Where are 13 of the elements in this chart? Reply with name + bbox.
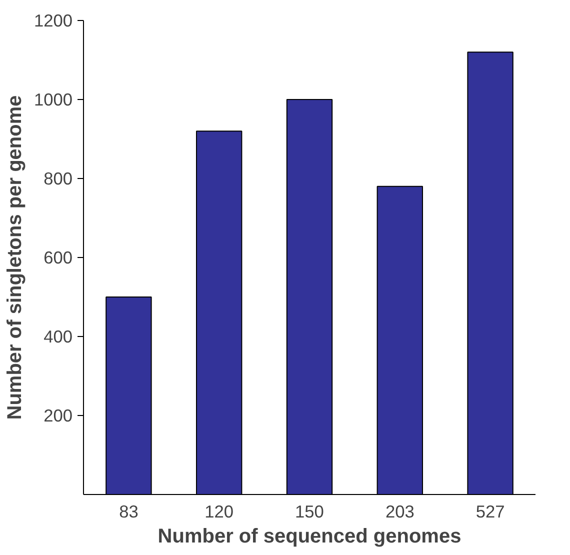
y-axis-title: Number of singletons per genome [4, 95, 26, 420]
x-tick-label: 203 [385, 502, 414, 522]
x-tick-label: 83 [119, 502, 138, 522]
y-tick-label: 200 [44, 406, 73, 426]
x-axis-title: Number of sequenced genomes [158, 526, 462, 548]
y-tick-label: 1200 [34, 10, 73, 30]
x-tick-label: 120 [204, 502, 234, 522]
y-tick-label: 600 [44, 248, 73, 268]
x-tick-label: 150 [295, 502, 324, 522]
y-tick-label: 1000 [34, 90, 73, 110]
x-tick-label: 527 [476, 502, 505, 522]
y-tick-label: 400 [44, 326, 73, 346]
y-tick-label: 800 [44, 168, 73, 188]
